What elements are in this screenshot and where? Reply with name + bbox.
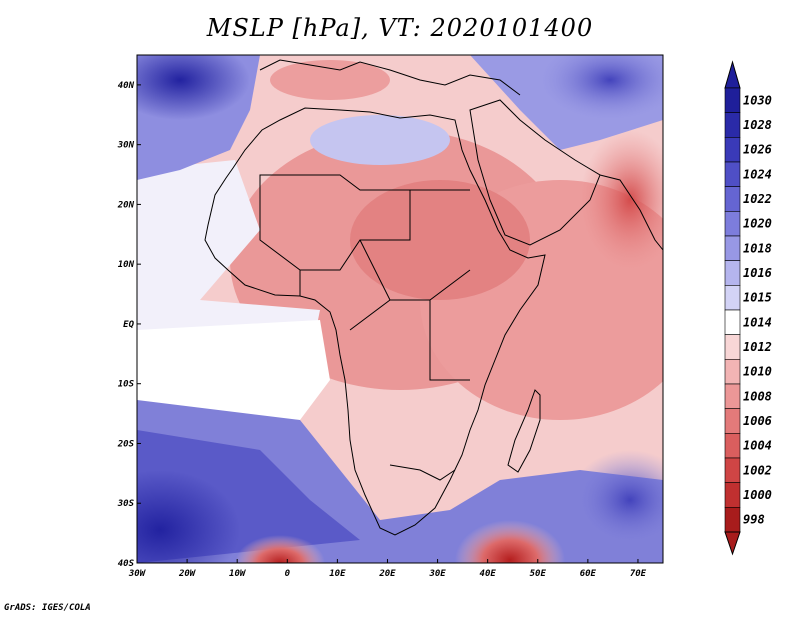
lon-label: 20W (178, 569, 197, 579)
madagascar-coastline (507, 389, 541, 473)
colorbar-swatch (724, 433, 741, 459)
colorbar-label: 1016 (743, 266, 772, 280)
lon-label: 0 (285, 569, 291, 579)
lat-label: EQ (123, 320, 134, 330)
india-coastline (599, 174, 663, 251)
pressure-field (137, 55, 663, 563)
lat-label: 40N (118, 81, 135, 91)
colorbar-swatch (724, 137, 741, 163)
colorbar-label: 1012 (743, 340, 772, 354)
colorbar-min-arrow (724, 531, 741, 556)
colorbar-swatch (724, 235, 741, 261)
colorbar-swatch (724, 334, 741, 360)
colorbar-swatch (724, 309, 741, 335)
africa-coastline (204, 107, 546, 536)
map-title: MSLP [hPa], VT: 2020101400 (206, 14, 594, 42)
lon-label: 50E (530, 569, 547, 579)
colorbar-label: 1002 (743, 463, 772, 477)
colorbar-label: 1024 (743, 167, 772, 181)
grads-credit: GrADS: IGES/COLA (4, 603, 91, 613)
lon-label: 70E (630, 569, 647, 579)
colorbar-swatch (724, 383, 741, 409)
colorbar-swatch (724, 112, 741, 138)
colorbar-label: 1014 (743, 315, 772, 329)
colorbar-label: 1008 (743, 389, 772, 403)
colorbar-label: 1010 (743, 365, 772, 379)
lat-label: 10S (118, 380, 135, 390)
lat-label: 20S (117, 439, 135, 449)
lat-label: 30S (117, 499, 135, 509)
colorbar-label: 1030 (743, 93, 772, 107)
colorbar-label: 1026 (743, 143, 772, 157)
colorbar-label: 1028 (743, 118, 772, 132)
colorbar-swatch (724, 507, 741, 533)
colorbar-label: 1006 (743, 414, 772, 428)
arabia-coastline (469, 99, 601, 246)
lat-label: 40S (118, 559, 135, 569)
country-borders (259, 174, 471, 381)
colorbar-swatch (724, 482, 741, 508)
lat-label: 20N (117, 200, 135, 210)
colorbar-swatch (724, 260, 741, 286)
colorbar-label: 1020 (743, 217, 772, 231)
colorbar-max-arrow (724, 60, 741, 89)
lon-label: 10W (229, 569, 247, 579)
colorbar-label: 1015 (743, 291, 772, 305)
lon-label: 40E (480, 569, 497, 579)
europe-coastline (259, 59, 521, 96)
map-frame (136, 54, 664, 564)
colorbar-swatch (724, 359, 741, 385)
colorbar-label: 1018 (743, 241, 772, 255)
lon-label: 30E (428, 569, 446, 579)
coastlines (204, 59, 663, 536)
colorbar-swatch (724, 186, 741, 212)
lon-label: 10E (329, 569, 346, 579)
colorbar-swatch (724, 211, 741, 237)
colorbar-swatch (724, 285, 741, 311)
colorbar-label: 1022 (743, 192, 772, 206)
colorbar-label: 998 (743, 513, 765, 527)
colorbar-swatch (724, 408, 741, 434)
lon-label: 30W (128, 569, 147, 579)
colorbar-swatch (724, 161, 741, 187)
sa-border (389, 464, 456, 481)
lat-label: 10N (118, 260, 135, 270)
colorbar-swatch (724, 457, 741, 483)
colorbar-swatch (724, 87, 741, 113)
lon-label: 20E (378, 569, 396, 579)
lon-label: 60E (580, 569, 597, 579)
colorbar-label: 1000 (743, 488, 772, 502)
colorbar-label: 1004 (743, 439, 772, 453)
lat-label: 30N (117, 141, 135, 151)
